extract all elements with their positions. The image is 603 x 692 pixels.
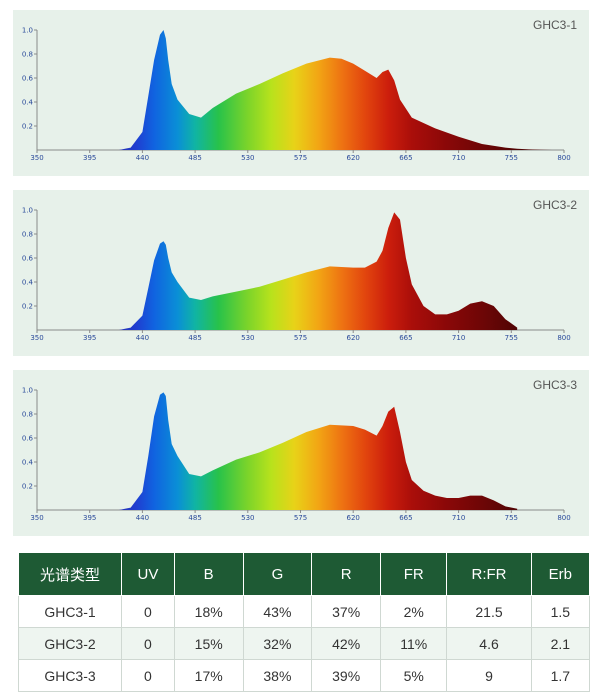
header-r: R	[311, 552, 382, 596]
header-erb: Erb	[530, 552, 591, 596]
x-tick-label: 530	[241, 514, 254, 522]
x-tick-label: 530	[241, 154, 254, 162]
y-tick-label: 0.8	[22, 231, 33, 239]
table-cell: 2%	[380, 595, 448, 628]
x-tick-label: 350	[30, 514, 43, 522]
table-cell: 2.1	[530, 627, 591, 660]
spectrum-panel-2: 350 395 440 485 530 575 620 665 710 755 800 1.0 0.8 0…	[13, 190, 589, 356]
y-tick-label: 0.6	[22, 435, 34, 443]
x-tick-label: 710	[452, 334, 465, 342]
table-row: GHC3-1 0 18% 43% 37% 2% 21.5 1.5	[18, 595, 591, 628]
y-tick-label: 0.4	[22, 99, 34, 107]
x-tick-label: 485	[188, 514, 201, 522]
table-cell: 4.6	[446, 627, 532, 660]
x-tick-label: 710	[452, 154, 465, 162]
spectrum-chart-2: 350 395 440 485 530 575 620 665 710 755 800 1.0 0.8 0…	[22, 207, 571, 343]
chart-title: GHC3-1	[532, 18, 577, 32]
table-cell: 0	[121, 659, 175, 692]
table-header-row: 光谱类型 UV B G R FR R:FR Erb	[18, 552, 591, 596]
table-cell: 15%	[173, 627, 244, 660]
table-cell: GHC3-3	[18, 659, 122, 692]
table-cell: 0	[121, 627, 175, 660]
table-cell: 1.7	[530, 659, 591, 692]
x-tick-label: 800	[557, 514, 570, 522]
y-tick-label: 0.4	[22, 279, 34, 287]
spectrum-chart-3: 350 395 440 485 530 575 620 665 710 755 800 1.0 0.8 0…	[22, 387, 571, 523]
x-tick-label: 800	[557, 334, 570, 342]
x-tick-label: 620	[347, 154, 360, 162]
table-cell: 42%	[311, 627, 382, 660]
table-cell: GHC3-1	[18, 595, 122, 628]
spectrum-table: 光谱类型 UV B G R FR R:FR Erb GHC3-1 0 18% 4…	[18, 552, 591, 692]
x-tick-label: 620	[347, 334, 360, 342]
table-cell: 1.5	[530, 595, 591, 628]
x-tick-label: 755	[505, 154, 518, 162]
header-r-fr: R:FR	[446, 552, 532, 596]
y-tick-label: 0.4	[22, 459, 34, 467]
table-cell: 21.5	[446, 595, 532, 628]
x-tick-label: 620	[347, 514, 360, 522]
table-cell: 43%	[242, 595, 313, 628]
y-tick-label: 1.0	[22, 387, 33, 395]
x-tick-label: 575	[294, 334, 307, 342]
table-cell: 37%	[311, 595, 382, 628]
x-tick-label: 350	[30, 154, 43, 162]
header-uv: UV	[121, 552, 175, 596]
header-g: G	[242, 552, 313, 596]
y-tick-label: 1.0	[22, 207, 33, 215]
x-tick-label: 575	[294, 514, 307, 522]
y-tick-label: 0.2	[22, 303, 33, 311]
table-cell: 5%	[380, 659, 448, 692]
y-tick-label: 0.2	[22, 123, 33, 131]
spectrum-area	[95, 30, 565, 150]
table-cell: 11%	[380, 627, 448, 660]
x-tick-label: 575	[294, 154, 307, 162]
y-tick-label: 0.8	[22, 51, 33, 59]
x-tick-label: 485	[188, 334, 201, 342]
table-row: GHC3-3 0 17% 38% 39% 5% 9 1.7	[18, 659, 591, 692]
y-tick-label: 0.2	[22, 483, 33, 491]
x-tick-label: 800	[557, 154, 570, 162]
chart-title: GHC3-3	[532, 378, 577, 392]
x-tick-label: 665	[399, 334, 412, 342]
table-cell: 0	[121, 595, 175, 628]
y-tick-label: 1.0	[22, 27, 33, 35]
chart-title: GHC3-2	[532, 198, 577, 212]
x-tick-label: 440	[136, 334, 149, 342]
x-tick-label: 440	[136, 154, 149, 162]
x-tick-label: 755	[505, 334, 518, 342]
x-tick-label: 665	[399, 154, 412, 162]
header-b: B	[173, 552, 244, 596]
header-fr: FR	[380, 552, 448, 596]
table-cell: 38%	[242, 659, 313, 692]
spectrum-area	[118, 212, 518, 330]
y-tick-label: 0.6	[22, 75, 34, 83]
header-spectrum-type: 光谱类型	[18, 552, 122, 596]
y-tick-label: 0.6	[22, 255, 34, 263]
y-tick-label: 0.8	[22, 411, 33, 419]
x-tick-label: 665	[399, 514, 412, 522]
x-tick-label: 395	[83, 154, 96, 162]
x-tick-label: 440	[136, 514, 149, 522]
table-cell: 18%	[173, 595, 244, 628]
table-row: GHC3-2 0 15% 32% 42% 11% 4.6 2.1	[18, 627, 591, 660]
spectrum-panel-1: 350 395 440 485 530 575 620 665 710 755 800 1.0 0.8 0…	[13, 10, 589, 176]
x-tick-label: 350	[30, 334, 43, 342]
x-tick-label: 395	[83, 514, 96, 522]
x-tick-label: 530	[241, 334, 254, 342]
table-cell: 9	[446, 659, 532, 692]
spectrum-area	[118, 392, 518, 510]
table-cell: 17%	[173, 659, 244, 692]
spectrum-chart-1: 350 395 440 485 530 575 620 665 710 755 800 1.0 0.8 0…	[22, 27, 571, 163]
x-tick-label: 395	[83, 334, 96, 342]
table-cell: 39%	[311, 659, 382, 692]
x-tick-label: 710	[452, 514, 465, 522]
x-tick-label: 485	[188, 154, 201, 162]
x-tick-label: 755	[505, 514, 518, 522]
spectrum-panel-3: 350 395 440 485 530 575 620 665 710 755 800 1.0 0.8 0…	[13, 370, 589, 536]
table-cell: 32%	[242, 627, 313, 660]
table-cell: GHC3-2	[18, 627, 122, 660]
